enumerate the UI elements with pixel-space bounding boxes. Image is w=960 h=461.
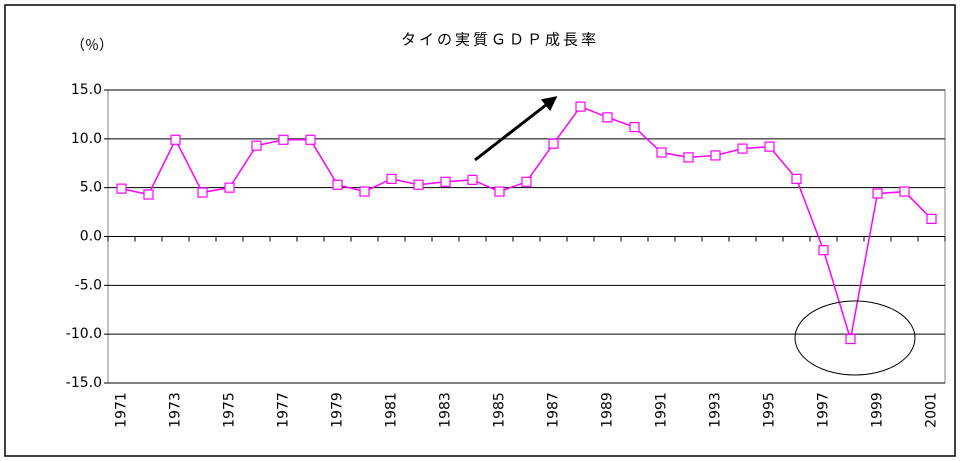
x-tick-label: 1975	[222, 392, 238, 428]
y-tick-label: 15.0	[71, 82, 102, 98]
annotation-ellipse	[794, 300, 916, 376]
x-tick-label: 1987	[546, 392, 562, 428]
x-tick-label: 1973	[168, 392, 184, 428]
y-tick-label: 5.0	[80, 180, 102, 196]
point-marker	[845, 333, 856, 345]
point-marker	[683, 152, 694, 163]
x-tick-label: 1997	[816, 392, 832, 428]
x-tick-label: 1991	[654, 392, 670, 428]
x-tick-label: 1981	[384, 392, 400, 428]
point-marker	[224, 182, 235, 193]
point-marker	[251, 140, 262, 151]
x-tick-label: 1995	[762, 392, 778, 428]
point-marker	[467, 174, 478, 185]
point-marker	[332, 179, 343, 190]
y-tick-label: -15.0	[66, 375, 102, 391]
point-marker	[764, 141, 775, 152]
point-marker	[872, 188, 883, 199]
point-marker	[386, 173, 397, 184]
x-tick-label: 1985	[492, 392, 508, 428]
y-axis-unit: （％）	[71, 38, 113, 54]
point-marker	[413, 179, 424, 190]
chart-title: タイの実質ＧＤＰ成長率	[401, 31, 599, 49]
point-marker	[197, 187, 208, 198]
point-marker	[791, 173, 802, 184]
point-marker	[494, 186, 505, 197]
annotation-arrow	[474, 96, 558, 162]
point-marker	[629, 122, 640, 133]
y-tick-label: 0.0	[80, 229, 102, 245]
y-tick-label: -10.0	[66, 326, 102, 342]
point-marker	[602, 112, 613, 123]
y-tick-label: -5.0	[75, 277, 102, 293]
point-marker	[737, 143, 748, 154]
point-marker	[521, 176, 532, 187]
point-marker	[359, 186, 370, 197]
point-marker	[899, 186, 910, 197]
x-tick-label: 2001	[924, 392, 940, 428]
point-marker	[926, 213, 937, 225]
x-tick-label: 1993	[708, 392, 724, 428]
point-marker	[656, 147, 667, 158]
point-marker	[116, 183, 127, 194]
x-tick-label: 1977	[276, 392, 292, 428]
point-marker	[143, 189, 154, 200]
point-marker	[575, 101, 586, 112]
point-marker	[305, 134, 316, 145]
x-tick-label: 1983	[438, 392, 454, 428]
x-tick-label: 1999	[870, 392, 886, 428]
point-marker	[278, 134, 289, 145]
x-tick-label: 1971	[114, 392, 130, 428]
x-tick-label: 1989	[600, 392, 616, 428]
point-marker	[710, 150, 721, 161]
x-tick-label: 1979	[330, 392, 346, 428]
point-marker	[818, 245, 829, 256]
point-marker	[548, 138, 559, 149]
point-marker	[440, 176, 451, 187]
y-tick-label: 10.0	[71, 131, 102, 147]
point-marker	[170, 134, 181, 145]
